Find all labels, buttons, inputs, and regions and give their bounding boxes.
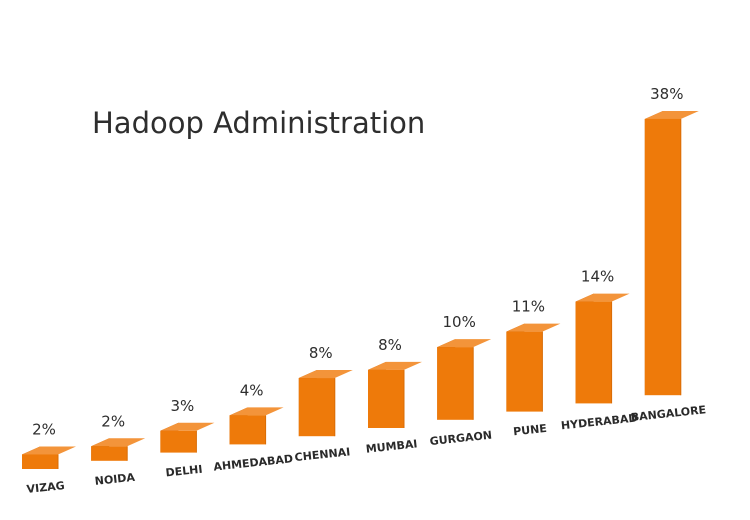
category-label: BANGALORE — [630, 403, 707, 424]
bar-front-face — [368, 369, 404, 428]
bar-top-face — [644, 110, 699, 119]
value-label: 2% — [32, 420, 56, 438]
value-label: 3% — [171, 397, 195, 415]
value-label: 4% — [240, 381, 264, 399]
bar-top-face — [437, 339, 492, 348]
category-label: VIZAG — [26, 479, 65, 496]
bar-front-face — [437, 347, 474, 420]
value-label: 10% — [443, 313, 476, 331]
bar-front-face — [22, 454, 58, 469]
bars-group — [22, 110, 699, 469]
bar-front-face — [229, 415, 266, 445]
value-label: 2% — [101, 412, 125, 430]
value-label: 11% — [512, 298, 545, 316]
category-label: NOIDA — [94, 471, 136, 488]
bar-front-face — [644, 118, 681, 396]
bar-vizag — [22, 446, 76, 469]
value-label: 38% — [650, 85, 683, 103]
bar-bangalore — [644, 110, 699, 396]
bar-top-face — [298, 370, 353, 379]
bar-pune — [506, 323, 561, 412]
value-label: 14% — [581, 268, 614, 286]
bar-front-face — [506, 331, 543, 412]
category-label: HYDERABAD — [560, 411, 638, 432]
bar-top-face — [229, 407, 284, 416]
category-label: DELHI — [165, 463, 203, 480]
bar-front-face — [160, 430, 197, 453]
value-label: 8% — [378, 336, 402, 354]
bar-front-face — [91, 446, 128, 461]
bar-top-face — [575, 293, 630, 302]
value-label: 8% — [309, 344, 333, 362]
category-label: AHMEDABAD — [213, 452, 294, 473]
bar-hyderabad — [575, 293, 630, 404]
bar-top-face — [506, 323, 561, 332]
bar-ahmedabad — [229, 407, 284, 445]
bar-top-face — [91, 438, 146, 447]
bar-front-face — [575, 301, 612, 404]
category-label: MUMBAI — [365, 437, 418, 455]
category-label: GURGAON — [429, 429, 493, 448]
bar-mumbai — [368, 361, 422, 428]
chart-title: Hadoop Administration — [92, 106, 425, 140]
bar-chennai — [298, 370, 353, 437]
bar-gurgaon — [437, 339, 492, 420]
value-labels-group: 2% 2% 3% 4% 8% 8% 10% 11% 14% 38% — [32, 85, 683, 439]
bar-front-face — [298, 378, 335, 437]
category-labels-group: VIZAG NOIDA DELHI AHMEDABAD CHENNAI MUMBAI GUR… — [26, 403, 707, 496]
bar-top-face — [368, 361, 422, 370]
bar-noida — [91, 438, 146, 461]
category-label: PUNE — [513, 422, 548, 438]
bar-top-face — [22, 446, 76, 455]
bar-delhi — [160, 422, 215, 453]
bar-top-face — [160, 422, 215, 431]
category-label: CHENNAI — [294, 445, 351, 464]
